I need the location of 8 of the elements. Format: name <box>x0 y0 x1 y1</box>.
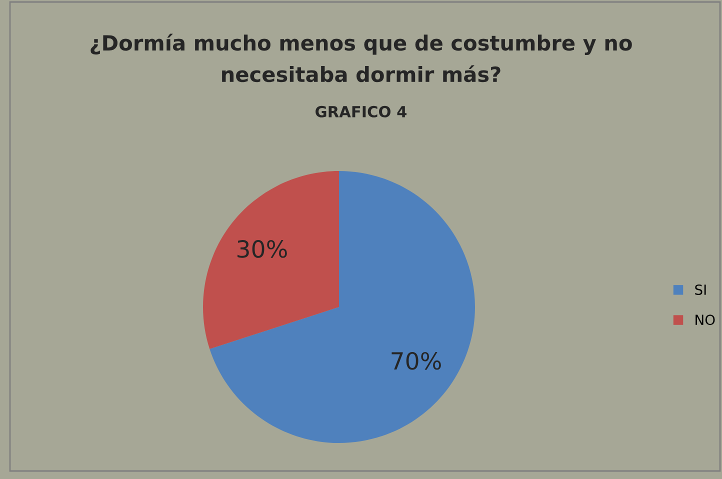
data-label: 30% <box>238 240 287 258</box>
chart-subtitle: GRAFICO 4 <box>316 106 406 118</box>
pie-slice <box>203 171 339 350</box>
legend-label: SI <box>695 284 706 295</box>
data-label: 70% <box>392 352 441 370</box>
chart-title: ¿Dormía mucho menos que de costumbre y no necesitaba dormir más? <box>90 34 632 82</box>
legend-label: NO <box>696 314 715 326</box>
pie-slice <box>210 171 475 443</box>
